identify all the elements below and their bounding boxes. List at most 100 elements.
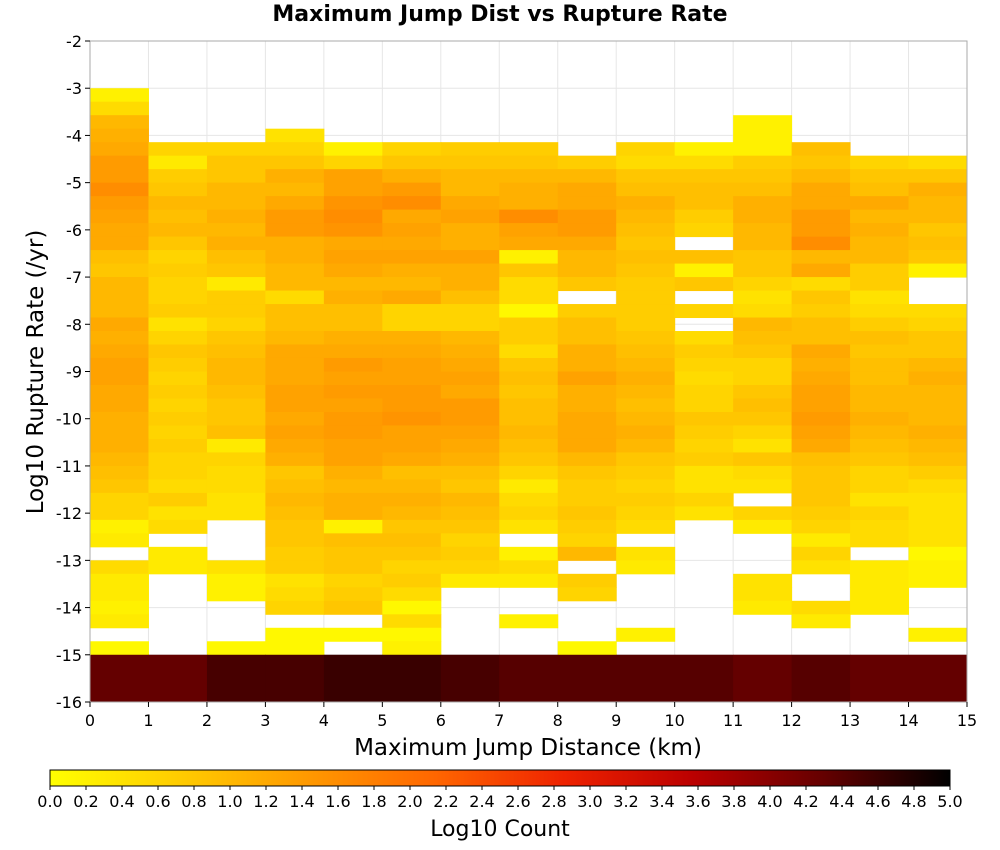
heatmap-cell (440, 533, 500, 548)
heatmap-cell (908, 533, 968, 548)
heatmap-cell (908, 546, 968, 561)
heatmap-cell (616, 654, 676, 703)
heatmap-cell (908, 384, 968, 399)
heatmap-cell (791, 519, 851, 534)
heatmap-cell (265, 506, 325, 521)
heatmap-cell (206, 209, 266, 224)
heatmap-cell (791, 250, 851, 265)
heatmap-cell (440, 425, 500, 440)
heatmap-cell (908, 182, 968, 197)
heatmap-cell (90, 438, 149, 453)
heatmap-cell (733, 384, 793, 399)
heatmap-cell (440, 411, 500, 426)
heatmap-cell (733, 317, 793, 332)
heatmap-cell (499, 209, 559, 224)
heatmap-cell (908, 357, 968, 372)
colorbar (49, 769, 951, 787)
heatmap-cell (90, 196, 149, 211)
heatmap-cell (791, 533, 851, 548)
heatmap-cell (382, 182, 442, 197)
heatmap-cell (908, 223, 968, 238)
heatmap-cell (733, 155, 793, 170)
heatmap-cell (206, 236, 266, 251)
heatmap-cell (440, 290, 500, 305)
heatmap-cell (90, 654, 149, 703)
heatmap-cell (206, 250, 266, 265)
heatmap-cell (499, 344, 559, 359)
heatmap-cell (265, 331, 325, 346)
heatmap-cell (616, 371, 676, 386)
heatmap-cell (440, 654, 500, 703)
heatmap-cell (382, 371, 442, 386)
heatmap-cell (850, 519, 910, 534)
x-tick-label: 11 (723, 711, 743, 730)
heatmap-cell (382, 614, 442, 629)
heatmap-cell (206, 182, 266, 197)
heatmap-cell (265, 492, 325, 507)
heatmap-cell (440, 344, 500, 359)
heatmap-cell (791, 438, 851, 453)
x-tick-label: 3 (260, 711, 270, 730)
heatmap-cell (850, 250, 910, 265)
heatmap-cell (323, 236, 383, 251)
heatmap-cell (499, 357, 559, 372)
heatmap-cell (148, 411, 208, 426)
y-tick-label: -2 (66, 32, 82, 51)
heatmap-cell (265, 627, 325, 642)
heatmap-cell (323, 398, 383, 413)
heatmap-cell (616, 344, 676, 359)
heatmap-cell (90, 331, 149, 346)
colorbar-tick-label: 2.8 (541, 792, 566, 811)
heatmap-cell (733, 196, 793, 211)
heatmap-cell (791, 277, 851, 292)
heatmap-cell (382, 317, 442, 332)
heatmap-cell (499, 155, 559, 170)
heatmap-cell (206, 560, 266, 575)
heatmap-cell (850, 223, 910, 238)
x-tick-label: 6 (436, 711, 446, 730)
heatmap-cell (791, 155, 851, 170)
colorbar-tick-label: 3.6 (685, 792, 710, 811)
heatmap-cell (440, 263, 500, 278)
heatmap-cell (440, 573, 500, 588)
heatmap-cell (791, 384, 851, 399)
heatmap-cell (90, 169, 149, 184)
heatmap-cell (323, 196, 383, 211)
heatmap-cell (90, 223, 149, 238)
heatmap-cell (265, 654, 325, 703)
heatmap-cell (382, 155, 442, 170)
heatmap-cell (674, 384, 734, 399)
heatmap-cell (850, 384, 910, 399)
heatmap-cell (323, 290, 383, 305)
heatmap-cell (499, 614, 559, 629)
heatmap-cell (90, 317, 149, 332)
heatmap-cell (382, 654, 442, 703)
heatmap-cell (382, 506, 442, 521)
heatmap-cell (616, 411, 676, 426)
heatmap-cell (440, 492, 500, 507)
heatmap-cell (382, 250, 442, 265)
heatmap-cell (148, 304, 208, 319)
heatmap-cell (206, 573, 266, 588)
heatmap-cell (733, 654, 793, 703)
heatmap-cell (90, 479, 149, 494)
heatmap-cell (850, 263, 910, 278)
heatmap-cell (616, 250, 676, 265)
heatmap-cell (850, 398, 910, 413)
heatmap-cell (557, 304, 617, 319)
heatmap-cell (440, 223, 500, 238)
heatmap-cell (323, 169, 383, 184)
heatmap-cell (557, 223, 617, 238)
heatmap-cell (733, 263, 793, 278)
y-tick-label: -7 (66, 268, 82, 287)
heatmap-cell (908, 573, 968, 588)
heatmap-cell (440, 169, 500, 184)
heatmap-cell (791, 344, 851, 359)
heatmap-cell (382, 627, 442, 642)
heatmap-cell (616, 519, 676, 534)
y-tick-label: -3 (66, 79, 82, 98)
heatmap-cell (616, 304, 676, 319)
heatmap-cell (499, 560, 559, 575)
heatmap-cell (323, 587, 383, 602)
